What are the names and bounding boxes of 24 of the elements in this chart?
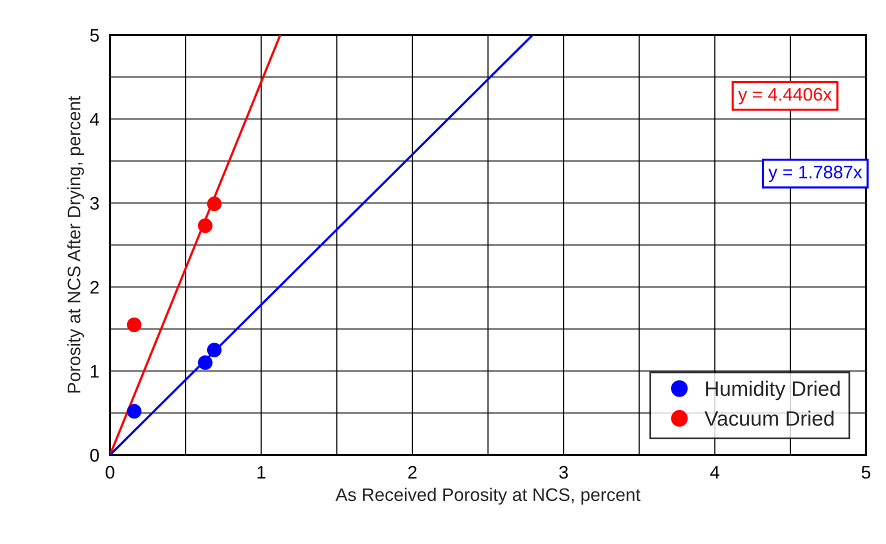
x-axis-title: As Received Porosity at NCS, percent [336,488,640,505]
x-tick-label: 5 [862,466,870,479]
y-axis-title: Porosity at NCS After Drying, percent [67,96,84,393]
y-tick-label: 4 [90,113,100,126]
y-tick-label: 5 [90,29,99,42]
y-tick-label: 3 [90,196,99,210]
legend-label: Humidity Dried [706,380,840,400]
x-tick-label: 4 [710,466,720,478]
annotation: y = 4.4406x [738,88,832,104]
point [198,218,213,233]
point [207,342,222,358]
y-tick-label: 2 [90,280,99,294]
point [126,404,142,419]
x-tick-label: 0 [106,466,114,479]
point [126,318,142,332]
legend-label: Vacuum Dried [704,410,834,426]
point [198,355,213,370]
y-tick-label: 0 [90,448,99,462]
point [207,196,222,212]
x-tick-label: 3 [559,466,568,479]
x-tick-label: 1 [258,466,266,478]
y-tick-label: 1 [90,365,99,378]
annotation: y = 1.7887x [768,166,862,182]
x-tick-label: 2 [408,466,417,478]
